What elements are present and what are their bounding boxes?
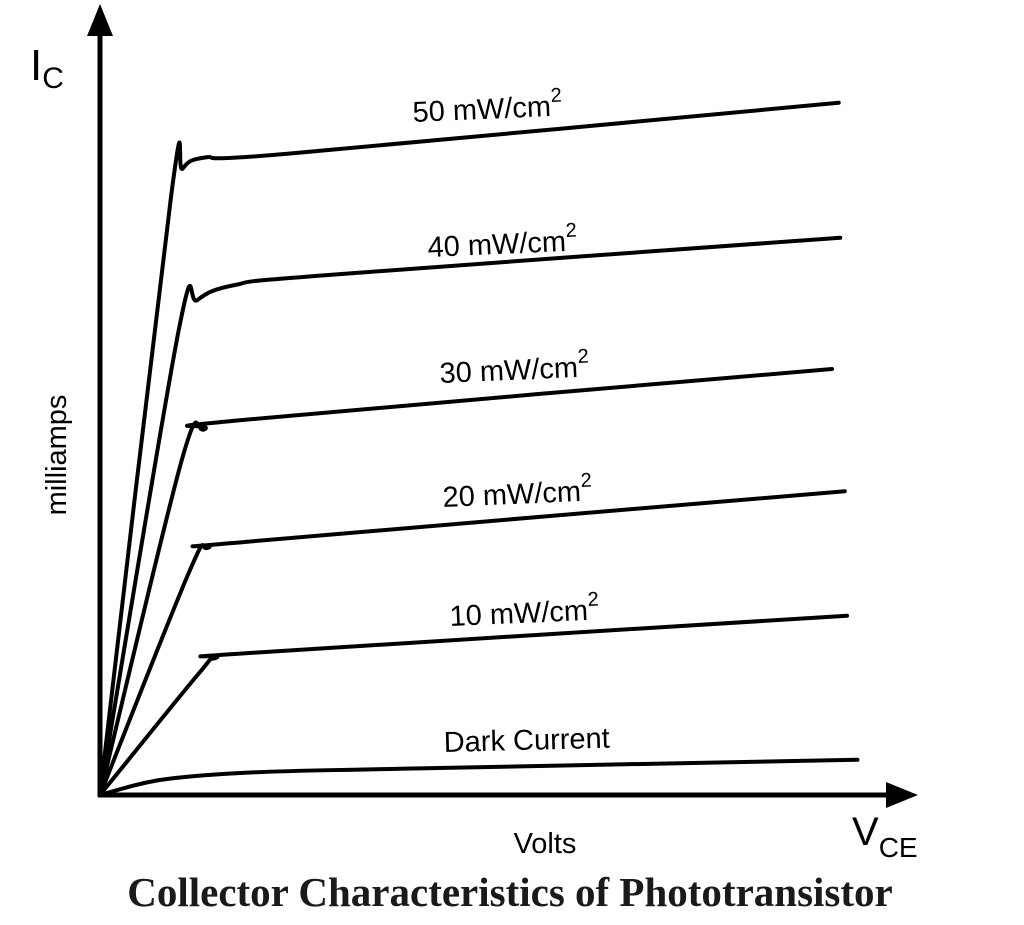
series-label-dark-current: Dark Current <box>443 723 610 759</box>
series-curve-5 <box>98 757 860 797</box>
series-curve-3 <box>98 489 847 797</box>
series-label-40: 40 mW/cm2 <box>427 220 578 264</box>
series-curve-1 <box>98 235 843 797</box>
series-label-50: 50 mW/cm2 <box>412 85 563 129</box>
y-axis-label: milliamps <box>41 395 73 516</box>
series-label-10: 10 mW/cm2 <box>449 589 600 633</box>
series-curve-0 <box>98 100 841 797</box>
y-axis-symbol: IC <box>30 41 64 95</box>
series-label-20: 20 mW/cm2 <box>442 470 593 514</box>
series-label-30: 30 mW/cm2 <box>439 346 590 390</box>
x-axis-symbol: VCE <box>852 810 918 863</box>
x-axis-label: Volts <box>514 828 577 860</box>
y-axis-arrow <box>87 4 113 36</box>
series-curve-2 <box>98 367 834 797</box>
curves <box>98 100 860 797</box>
series-curve-4 <box>98 613 849 797</box>
chart-title: Collector Characteristics of Phototransi… <box>127 869 893 915</box>
x-axis-arrow <box>886 782 918 808</box>
